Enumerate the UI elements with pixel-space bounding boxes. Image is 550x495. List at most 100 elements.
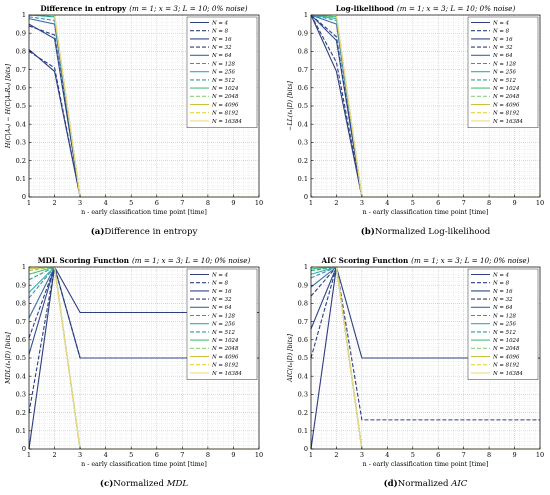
legend-entry: N = 64 xyxy=(211,53,232,59)
legend-box xyxy=(186,268,258,380)
legend: N = 4 N = 8 N = 16 N = 32 N = 64 N = 128 N = 2… xyxy=(186,268,258,380)
x-tick-label: 4 xyxy=(385,451,389,459)
legend-entry: N = 64 xyxy=(492,53,513,59)
legend-entry: N = 4 xyxy=(492,20,510,26)
caption-italic: AIC xyxy=(450,479,468,489)
legend-entry: N = 8 xyxy=(211,281,229,287)
x-tick-label: 5 xyxy=(129,199,133,207)
legend-entry: N = 2048 xyxy=(492,346,520,352)
x-tick-label: 4 xyxy=(385,199,389,207)
caption-italic: MDL xyxy=(166,479,189,489)
legend-entry: N = 4096 xyxy=(211,102,239,108)
y-tick-label: 0 xyxy=(22,193,26,201)
legend-entry: N = 4096 xyxy=(492,102,520,108)
x-axis-label: n - early classification time point [tim… xyxy=(81,209,207,216)
x-tick-label: 1 xyxy=(27,199,31,207)
caption-label: (b) xyxy=(361,226,375,237)
legend-box xyxy=(467,268,539,380)
legend-entry: N = 2048 xyxy=(211,94,239,100)
y-tick-label: 0.5 xyxy=(298,354,308,362)
legend-entry: N = 1024 xyxy=(492,338,520,344)
y-tick-label: 0.7 xyxy=(16,66,26,74)
y-axis-label: −LL(ℓₙ|D) [bits] xyxy=(287,81,294,131)
x-tick-label: 1 xyxy=(27,451,31,459)
legend-entry: N = 16384 xyxy=(492,119,523,125)
y-tick-label: 0.7 xyxy=(298,318,308,326)
legend-entry: N = 64 xyxy=(492,305,513,311)
x-tick-label: 10 xyxy=(255,451,263,459)
chart-panel-1: 1 2 3 4 5 6 7 8 9 10 0 0.1 0.2 0.3 0.4 0.5 0.6 0.7 0.8 0.9 1… xyxy=(5,4,263,237)
x-tick-label: 6 xyxy=(155,199,159,207)
legend: N = 4 N = 8 N = 16 N = 32 N = 64 N = 128 N = 2… xyxy=(186,16,258,128)
x-tick-label: 2 xyxy=(334,199,338,207)
legend-entry: N = 1024 xyxy=(492,86,520,92)
y-tick-label: 0.3 xyxy=(16,391,26,399)
legend-entry: N = 32 xyxy=(211,297,232,303)
x-tick-label: 5 xyxy=(129,451,133,459)
legend-entry: N = 16384 xyxy=(492,371,523,377)
legend-entry: N = 32 xyxy=(211,45,232,51)
legend-entry: N = 512 xyxy=(492,78,517,84)
y-tick-label: 0.1 xyxy=(16,427,26,435)
legend-entry: N = 8192 xyxy=(492,363,520,369)
legend-entry: N = 1024 xyxy=(211,338,239,344)
x-tick-label: 5 xyxy=(411,199,415,207)
x-tick-label: 8 xyxy=(487,451,491,459)
y-tick-label: 0.5 xyxy=(16,354,26,362)
chart-panel-4: 1 2 3 4 5 6 7 8 9 10 0 0.1 0.2 0.3 0.4 0.5 0.6 0.7 0.8 0.9 1… xyxy=(287,256,544,489)
x-tick-label: 2 xyxy=(334,451,338,459)
legend-entry: N = 128 xyxy=(492,61,517,67)
caption-text: Normalized xyxy=(113,479,166,489)
y-tick-label: 0.9 xyxy=(298,29,308,37)
legend-entry: N = 128 xyxy=(211,313,236,319)
chart-title-main: AIC Scoring Function xyxy=(321,256,409,265)
legend-entry: N = 4 xyxy=(211,20,229,26)
y-tick-label: 0.4 xyxy=(298,120,308,128)
x-tick-label: 5 xyxy=(411,451,415,459)
x-tick-label: 9 xyxy=(231,199,235,207)
y-tick-label: 0.3 xyxy=(16,139,26,147)
x-tick-label: 6 xyxy=(436,199,440,207)
legend-entry: N = 16384 xyxy=(211,371,242,377)
legend-box xyxy=(467,16,539,128)
x-tick-label: 1 xyxy=(309,451,313,459)
figure-caption: (a)Difference in entropy xyxy=(91,226,198,237)
y-tick-label: 0.2 xyxy=(298,409,308,417)
x-tick-label: 9 xyxy=(231,451,235,459)
x-tick-label: 4 xyxy=(104,199,108,207)
chart-title: AIC Scoring Function (m = 1; x = 3; L = 1… xyxy=(321,256,530,265)
chart-panel-3: 1 2 3 4 5 6 7 8 9 10 0 0.1 0.2 0.3 0.4 0.5 0.6 0.7 0.8 0.9 1… xyxy=(5,256,263,489)
legend-entry: N = 8 xyxy=(492,281,510,287)
legend-entry: N = 256 xyxy=(211,70,236,76)
legend-entry: N = 16 xyxy=(211,37,232,43)
x-tick-label: 10 xyxy=(255,199,263,207)
series-line xyxy=(28,266,259,359)
y-axis-label: H(C|Aₙ) − H(C|AₙRₙ) [bits] xyxy=(5,63,12,149)
y-tick-label: 0.8 xyxy=(16,300,26,308)
x-tick-label: 6 xyxy=(436,451,440,459)
legend-entry: N = 4096 xyxy=(492,354,520,360)
legend-entry: N = 4 xyxy=(492,272,510,278)
figure-caption: (c)Normalized MDL xyxy=(100,478,188,489)
y-tick-label: 1 xyxy=(22,11,26,19)
x-tick-label: 3 xyxy=(360,451,364,459)
x-axis-label: n - early classification time point [tim… xyxy=(363,461,489,468)
x-tick-label: 3 xyxy=(360,199,364,207)
legend-entry: N = 8192 xyxy=(211,111,239,117)
figure-caption: (d)Normalized AIC xyxy=(384,478,468,489)
y-tick-label: 0.5 xyxy=(16,102,26,110)
legend-entry: N = 512 xyxy=(211,78,236,84)
legend-entry: N = 16384 xyxy=(211,119,242,125)
y-tick-label: 0.4 xyxy=(298,372,308,380)
x-tick-label: 7 xyxy=(462,199,466,207)
legend-entry: N = 256 xyxy=(492,322,517,328)
series-line xyxy=(310,266,540,421)
y-tick-label: 0.9 xyxy=(16,281,26,289)
y-tick-label: 0.2 xyxy=(16,157,26,165)
y-tick-label: 0.9 xyxy=(16,29,26,37)
chart-title-main: MDL Scoring Function xyxy=(38,256,130,265)
chart-panel-2: 1 2 3 4 5 6 7 8 9 10 0 0.1 0.2 0.3 0.4 0.5 0.6 0.7 0.8 0.9 1… xyxy=(287,4,544,237)
y-tick-label: 0.3 xyxy=(298,391,308,399)
y-tick-label: 0.7 xyxy=(16,318,26,326)
